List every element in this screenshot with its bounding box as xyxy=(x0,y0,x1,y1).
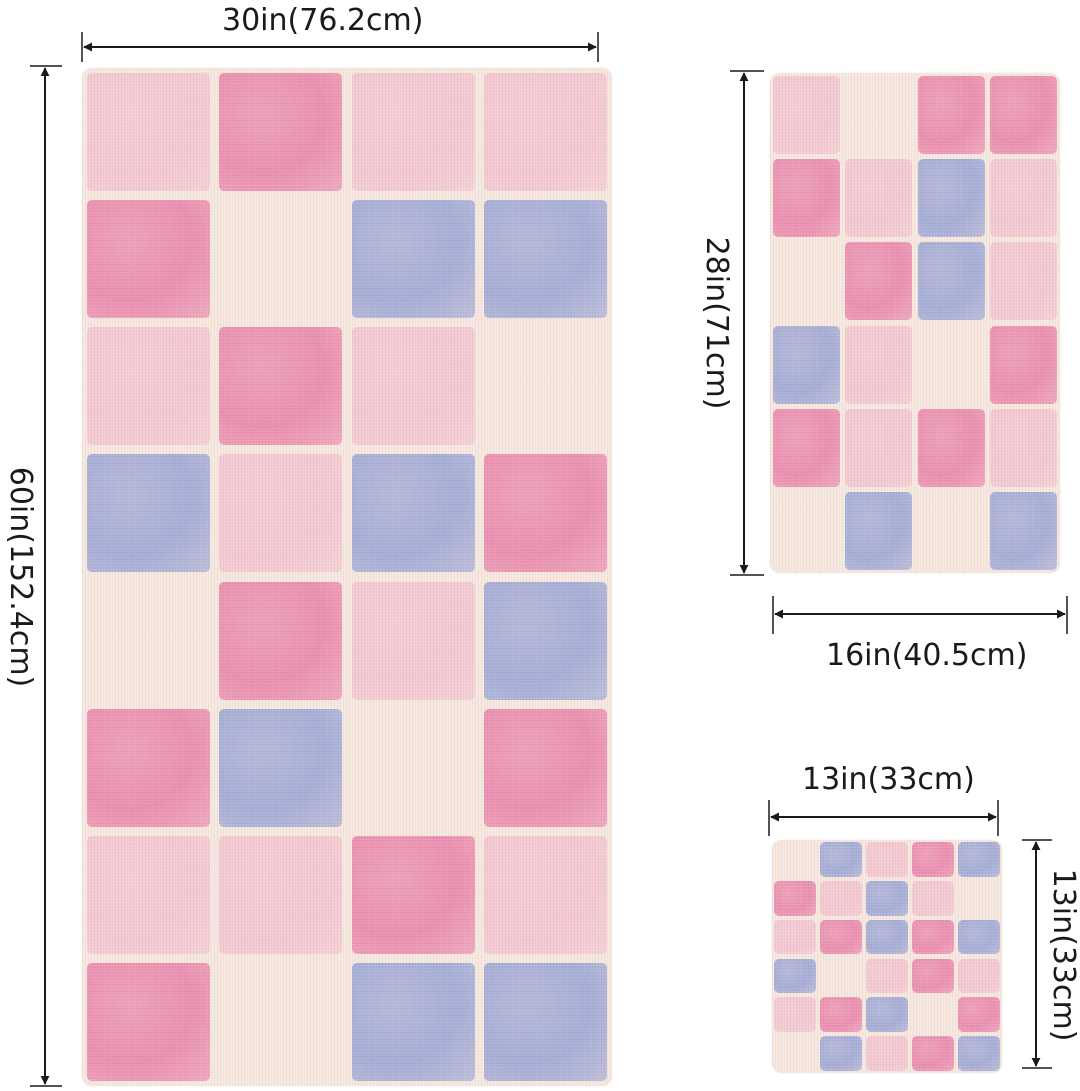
watercolor-square xyxy=(845,158,913,238)
watercolor-square xyxy=(866,880,908,916)
watercolor-square xyxy=(484,581,608,700)
watercolor-square xyxy=(484,199,608,318)
watercolor-square xyxy=(772,325,840,404)
watercolor-square xyxy=(845,325,913,404)
watercolor-square xyxy=(86,836,210,955)
watercolor-square xyxy=(917,158,985,238)
watercolor-square xyxy=(772,408,840,488)
watercolor-square xyxy=(219,72,343,191)
watercolor-square xyxy=(958,958,1000,994)
watercolor-square xyxy=(86,199,210,318)
watercolor-square xyxy=(820,842,862,877)
watercolor-square xyxy=(86,327,210,446)
watercolor-square xyxy=(774,958,816,994)
hand-towel-width-label: 16in(40.5cm) xyxy=(826,638,1028,673)
watercolor-square xyxy=(484,454,608,573)
large-bath-towel xyxy=(82,68,612,1086)
watercolor-square xyxy=(351,836,475,955)
watercolor-square xyxy=(912,958,954,994)
wash-cloth xyxy=(772,840,1002,1073)
watercolor-square xyxy=(866,842,908,877)
watercolor-square xyxy=(820,1036,862,1071)
hand-towel-height-label: 28in(71cm) xyxy=(699,236,734,410)
watercolor-square xyxy=(958,842,1000,877)
watercolor-square xyxy=(86,454,210,573)
watercolor-square xyxy=(912,880,954,916)
watercolor-square xyxy=(351,963,475,1082)
watercolor-square xyxy=(774,880,816,916)
watercolor-square xyxy=(990,492,1058,571)
watercolor-square xyxy=(772,75,840,154)
watercolor-square xyxy=(86,963,210,1082)
watercolor-square xyxy=(990,325,1058,404)
watercolor-square xyxy=(845,242,913,321)
watercolor-square xyxy=(990,408,1058,488)
watercolor-square xyxy=(484,836,608,955)
watercolor-square xyxy=(866,997,908,1033)
watercolor-square xyxy=(917,408,985,488)
watercolor-square xyxy=(820,997,862,1033)
watercolor-square xyxy=(219,708,343,827)
watercolor-square xyxy=(219,581,343,700)
wash-cloth-height-label: 13in(33cm) xyxy=(1046,868,1080,1042)
watercolor-square xyxy=(86,708,210,827)
watercolor-square xyxy=(917,242,985,321)
hand-towel xyxy=(770,73,1060,573)
watercolor-square xyxy=(219,836,343,955)
watercolor-square xyxy=(774,919,816,955)
watercolor-square xyxy=(351,72,475,191)
watercolor-square xyxy=(774,997,816,1033)
watercolor-square xyxy=(958,919,1000,955)
watercolor-square xyxy=(219,327,343,446)
watercolor-square xyxy=(484,963,608,1082)
watercolor-square xyxy=(772,158,840,238)
watercolor-square xyxy=(820,919,862,955)
watercolor-square xyxy=(86,72,210,191)
watercolor-square xyxy=(958,1036,1000,1071)
watercolor-square xyxy=(866,919,908,955)
watercolor-square xyxy=(351,199,475,318)
large-towel-height-label: 60in(152.4cm) xyxy=(3,466,38,688)
watercolor-square xyxy=(866,958,908,994)
watercolor-square xyxy=(820,880,862,916)
watercolor-square xyxy=(845,408,913,488)
watercolor-square xyxy=(917,75,985,154)
watercolor-square xyxy=(219,454,343,573)
large-towel-width-label: 30in(76.2cm) xyxy=(222,3,424,38)
watercolor-square xyxy=(912,919,954,955)
watercolor-square xyxy=(351,454,475,573)
watercolor-square xyxy=(845,492,913,571)
watercolor-square xyxy=(912,842,954,877)
watercolor-square xyxy=(990,242,1058,321)
watercolor-square xyxy=(484,708,608,827)
watercolor-square xyxy=(912,1036,954,1071)
watercolor-square xyxy=(351,581,475,700)
watercolor-square xyxy=(990,158,1058,238)
watercolor-square xyxy=(866,1036,908,1071)
watercolor-square xyxy=(484,72,608,191)
watercolor-square xyxy=(958,997,1000,1033)
watercolor-square xyxy=(351,327,475,446)
watercolor-square xyxy=(990,75,1058,154)
wash-cloth-width-label: 13in(33cm) xyxy=(802,762,975,797)
